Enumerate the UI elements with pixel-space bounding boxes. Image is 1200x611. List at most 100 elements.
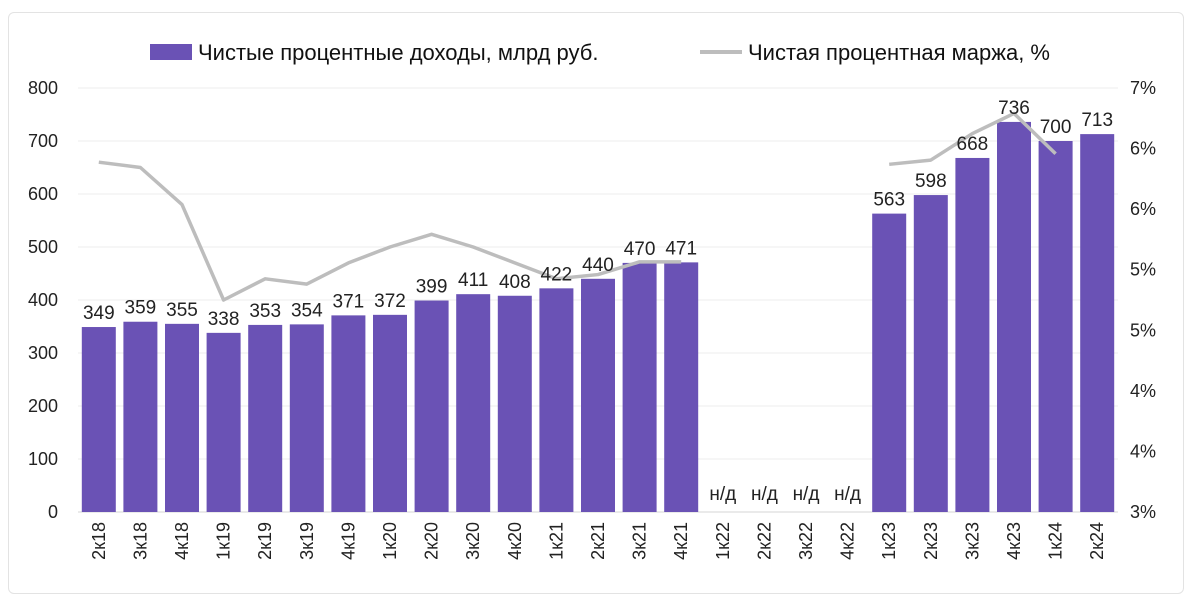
category-label: 1к19 — [214, 522, 234, 560]
data-label: н/д — [834, 484, 861, 505]
data-label: 371 — [333, 291, 365, 312]
bar — [913, 195, 948, 512]
data-label: 470 — [624, 239, 656, 260]
bars — [81, 121, 1115, 513]
bar — [497, 295, 532, 512]
left-tick-label: 700 — [28, 131, 58, 151]
right-tick-label: 6% — [1130, 139, 1156, 159]
margin-line-segment — [98, 160, 682, 302]
bar — [664, 262, 699, 512]
data-label: н/д — [709, 484, 736, 505]
right-axis: 3% 4% 4% 5% 5% 6% 6% 7% — [1130, 78, 1156, 522]
left-tick-label: 800 — [28, 78, 58, 98]
category-label: 1к23 — [879, 522, 899, 560]
bar — [539, 288, 574, 512]
data-label: 440 — [582, 255, 614, 276]
category-label: 2к23 — [921, 522, 941, 560]
left-tick-label: 200 — [28, 396, 58, 416]
legend-line-label: Чистая процентная маржа, % — [748, 40, 1050, 65]
bar — [997, 121, 1031, 513]
data-label: 354 — [291, 300, 323, 321]
category-label: 4к22 — [838, 522, 858, 560]
bar — [414, 300, 449, 512]
category-label: 4к18 — [172, 522, 192, 560]
bar — [456, 294, 491, 512]
bar — [206, 332, 241, 512]
bar — [1080, 134, 1115, 513]
data-label: 411 — [458, 270, 488, 291]
right-tick-label: 7% — [1130, 78, 1156, 98]
category-label: 2к22 — [754, 522, 774, 560]
left-tick-label: 300 — [28, 343, 58, 363]
category-label: 3к18 — [130, 522, 150, 560]
margin-line — [98, 111, 1057, 302]
category-label: 3к23 — [962, 522, 982, 560]
data-label: 349 — [83, 303, 115, 324]
left-tick-label: 100 — [28, 449, 58, 469]
data-label: 399 — [416, 277, 448, 298]
category-label: 1к24 — [1046, 522, 1066, 560]
category-label: 2к24 — [1087, 522, 1107, 560]
category-label: 2к18 — [89, 522, 109, 560]
category-label: 1к21 — [546, 522, 566, 560]
category-label: 1к20 — [380, 522, 400, 560]
bar — [165, 323, 199, 512]
data-label: 338 — [208, 309, 240, 330]
bar — [373, 314, 407, 512]
data-label: н/д — [793, 484, 820, 505]
data-label: 668 — [957, 134, 989, 155]
category-label: 3к20 — [463, 522, 483, 560]
category-label: 2к20 — [422, 522, 442, 560]
right-tick-label: 5% — [1130, 320, 1156, 340]
category-label: 2к19 — [255, 522, 275, 560]
category-axis: 2к18 3к18 4к18 1к19 2к19 3к19 4к19 1к20 2к20 3к20… — [89, 522, 1107, 560]
left-tick-label: 600 — [28, 184, 58, 204]
data-label: 713 — [1081, 110, 1113, 131]
right-tick-label: 3% — [1130, 502, 1156, 522]
right-tick-label: 6% — [1130, 199, 1156, 219]
data-label: 700 — [1040, 117, 1072, 138]
bar — [289, 324, 324, 512]
data-label: 563 — [873, 190, 905, 211]
data-label: 372 — [374, 291, 406, 312]
left-tick-label: 0 — [48, 502, 58, 522]
category-label: 4к23 — [1004, 522, 1024, 560]
data-label: 471 — [665, 238, 697, 259]
right-tick-label: 5% — [1130, 260, 1156, 280]
bar — [622, 262, 657, 512]
bar — [872, 213, 907, 513]
category-label: 4к20 — [505, 522, 525, 560]
bar — [581, 278, 615, 512]
margin-line-segment — [889, 111, 1057, 167]
left-axis: 0 100 200 300 400 500 600 700 800 — [28, 78, 58, 522]
left-tick-label: 500 — [28, 237, 58, 257]
legend-bar-swatch — [150, 44, 192, 60]
data-label: 353 — [249, 301, 281, 322]
category-label: 3к21 — [630, 522, 650, 560]
bar — [1038, 141, 1073, 512]
data-label: н/д — [751, 484, 778, 505]
category-label: 2к21 — [588, 522, 608, 560]
data-label: 422 — [541, 264, 573, 285]
legend-bar-label: Чистые процентные доходы, млрд руб. — [198, 40, 599, 65]
bar — [81, 327, 116, 512]
right-tick-label: 4% — [1130, 381, 1156, 401]
data-label: 408 — [499, 272, 531, 293]
bar — [248, 324, 283, 512]
right-tick-label: 4% — [1130, 441, 1156, 461]
legend: Чистые процентные доходы, млрд руб. Чист… — [150, 40, 1050, 65]
category-label: 4к21 — [671, 522, 691, 560]
data-labels: 349 359 355 338 353 354 371 372 399 411 408 422 440 4… — [83, 98, 1113, 505]
data-label: 355 — [166, 300, 198, 321]
left-tick-label: 400 — [28, 290, 58, 310]
data-label: 736 — [998, 98, 1030, 119]
data-label: 598 — [915, 171, 947, 192]
bar — [123, 321, 158, 512]
category-label: 3к19 — [297, 522, 317, 560]
category-label: 3к22 — [796, 522, 816, 560]
bar — [331, 315, 366, 512]
category-label: 4к19 — [338, 522, 358, 560]
category-label: 1к22 — [713, 522, 733, 560]
data-label: 359 — [125, 298, 157, 319]
